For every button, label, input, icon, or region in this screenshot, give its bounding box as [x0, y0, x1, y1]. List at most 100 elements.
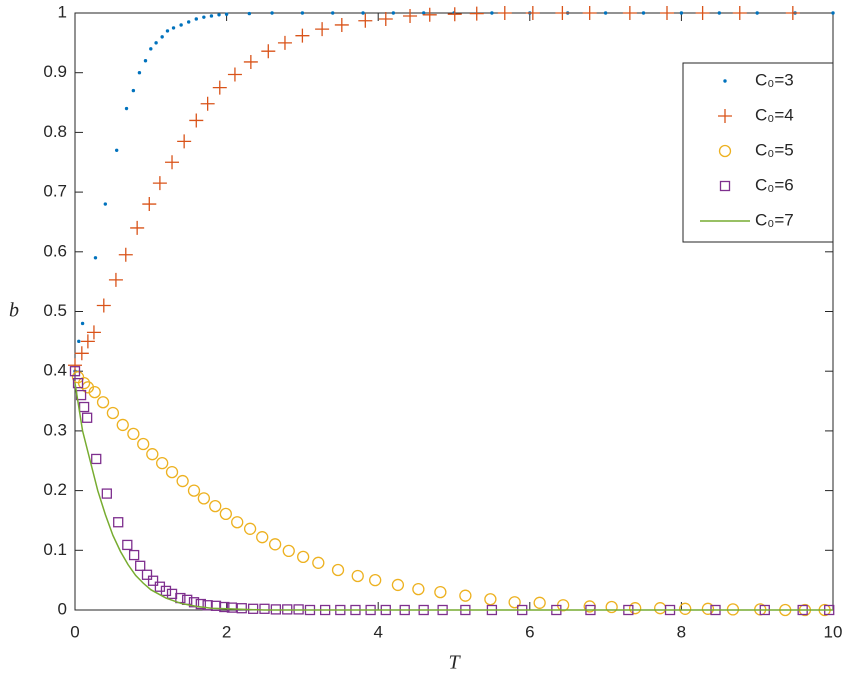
y-tick-label: 0.1: [43, 540, 67, 559]
circle-point: [434, 585, 447, 599]
y-tick-label: 0.8: [43, 122, 67, 141]
square-point: [147, 575, 159, 586]
circle-point: [282, 544, 295, 558]
y-tick-label: 0.3: [43, 420, 67, 439]
dot-point: [247, 11, 252, 16]
circle-point: [605, 600, 618, 614]
circle-point: [197, 492, 211, 505]
plus-point: [212, 80, 227, 95]
plus-point: [74, 346, 89, 361]
plus-point: [68, 358, 82, 373]
dot-point: [421, 11, 426, 15]
circle-point: [127, 427, 140, 441]
plus-point: [108, 272, 123, 287]
square-point: [259, 603, 270, 614]
circle-point: [331, 563, 345, 577]
y-tick-label: 0.5: [43, 301, 67, 320]
dot-point: [270, 11, 274, 15]
circle-point: [256, 531, 269, 544]
plus-point: [295, 28, 310, 43]
legend-label: C₀=3: [755, 70, 794, 89]
plus-point: [785, 6, 800, 20]
circle-point: [176, 474, 189, 488]
dot-point: [217, 13, 221, 17]
plus-point: [96, 298, 111, 313]
x-tick-label: 4: [373, 622, 382, 641]
square-point: [128, 549, 140, 561]
plus-point: [189, 113, 204, 128]
plus-point: [80, 334, 95, 349]
dot-point: [160, 35, 164, 39]
dot-point: [224, 12, 229, 16]
square-point: [188, 597, 200, 608]
square-point: [160, 585, 172, 597]
dot-point: [194, 17, 198, 21]
dot-point: [171, 26, 176, 30]
dot-point: [103, 202, 108, 206]
circle-point: [701, 602, 715, 615]
circle-point: [187, 484, 201, 497]
plus-point: [130, 220, 145, 235]
dot-point: [641, 11, 646, 15]
y-tick-label: 0.4: [43, 361, 67, 380]
circle-point: [88, 385, 101, 399]
circle-point: [484, 593, 497, 606]
y-tick-label: 0: [58, 599, 67, 618]
dot-point: [723, 79, 727, 83]
square-point: [72, 377, 84, 389]
x-axis-label: T: [448, 652, 461, 674]
dot-point: [77, 339, 81, 344]
dot-point: [149, 47, 153, 51]
dot-point: [331, 11, 335, 15]
dot-point: [187, 20, 191, 24]
circle-point: [369, 574, 382, 587]
y-axis-label: b: [9, 300, 19, 322]
square-point: [236, 603, 247, 614]
dot-point: [143, 59, 148, 63]
data-line: [74, 383, 833, 611]
circle-point: [219, 507, 232, 521]
circle-point: [351, 569, 364, 583]
plus-point: [497, 6, 512, 20]
circle-point: [156, 456, 169, 470]
plus-point: [277, 35, 292, 50]
dot-point: [603, 11, 608, 15]
y-tick-label: 0.6: [43, 241, 67, 260]
square-point: [202, 600, 213, 611]
circle-point: [77, 376, 91, 390]
dot-point: [490, 11, 494, 15]
circle-point: [508, 596, 521, 609]
plus-point: [378, 11, 393, 26]
square-point: [219, 601, 230, 613]
legend: C₀=3 C₀=4 C₀=5 C₀=6 C₀=7: [682, 62, 834, 243]
plus-point: [525, 6, 540, 20]
legend-box: [682, 62, 834, 243]
plus-point: [469, 6, 484, 21]
plus-point: [659, 6, 674, 20]
plus-point: [447, 7, 462, 22]
plus-point: [718, 109, 732, 123]
dot-point: [114, 148, 119, 153]
dot-point: [755, 11, 759, 15]
dot-point: [124, 106, 129, 111]
circle-point: [533, 596, 546, 609]
dot-point: [717, 11, 721, 15]
dot-point: [80, 321, 85, 326]
square-point: [226, 602, 238, 613]
legend-label: C₀=4: [755, 105, 794, 124]
square-point: [719, 180, 731, 192]
plus-point: [152, 176, 167, 191]
x-tick-label: 0: [70, 622, 79, 641]
circle-point: [116, 418, 129, 432]
plus-point: [315, 22, 330, 37]
circle-point: [96, 396, 110, 409]
circle-point: [165, 465, 179, 479]
square-point: [122, 539, 133, 551]
plus-point: [86, 325, 101, 340]
dot-point: [209, 14, 214, 18]
circle-point: [312, 556, 325, 569]
x-tick-label: 8: [677, 622, 686, 641]
legend-label: C₀=5: [755, 140, 794, 159]
plus-point: [422, 7, 437, 22]
